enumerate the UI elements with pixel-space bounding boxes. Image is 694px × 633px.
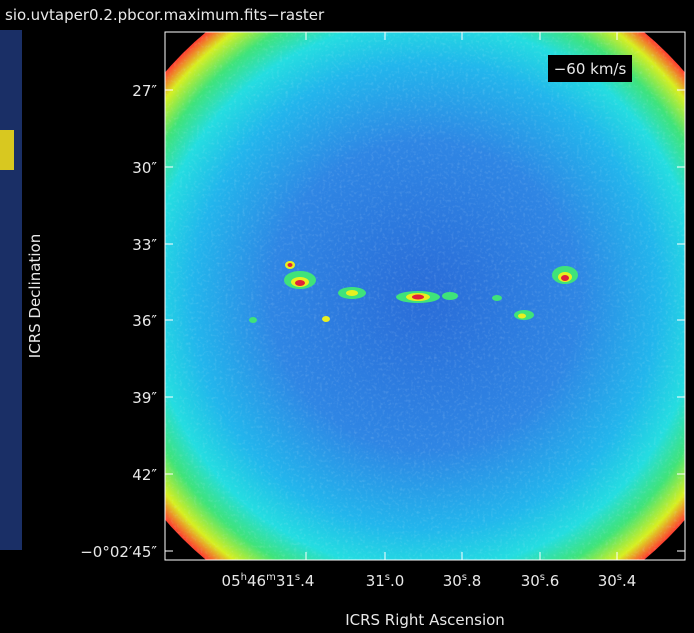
y-tick-label: 27″ [132,82,157,100]
y-tick-label: 33″ [132,236,157,254]
desktop-edge-detail [0,130,14,170]
window-title: sio.uvtaper0.2.pbcor.maximum.fits−raster [5,6,325,24]
x-tick-digits: 46 [247,572,266,590]
x-tick-digits: 30 [521,572,540,590]
x-tick-digits: 30 [443,572,462,590]
x-tick-digits: 05 [222,572,241,590]
x-tick-digits: .0 [390,572,404,590]
x-tick-digits: .4 [300,572,314,590]
x-tick-digits: .8 [467,572,481,590]
y-tick-label: −0°02′45″ [80,543,157,561]
x-tick-digits: 31 [366,572,385,590]
viewer-window: sio.uvtaper0.2.pbcor.maximum.fits−raster… [0,0,694,633]
x-tick-digits: .4 [622,572,636,590]
x-tick-unit: m [266,572,276,583]
y-tick-label: 42″ [132,466,157,484]
y-tick-label: 39″ [132,389,157,407]
x-tick-digits: .6 [545,572,559,590]
x-tick-digits: 30 [598,572,617,590]
y-tick-label: 30″ [132,159,157,177]
x-axis-label: ICRS Right Ascension [345,611,505,629]
y-tick-label: 36″ [132,312,157,330]
x-tick-digits: 31 [276,572,295,590]
y-axis-label: ICRS Declination [26,234,44,358]
velocity-label: −60 km/s [554,60,627,78]
desktop-edge [0,30,22,550]
